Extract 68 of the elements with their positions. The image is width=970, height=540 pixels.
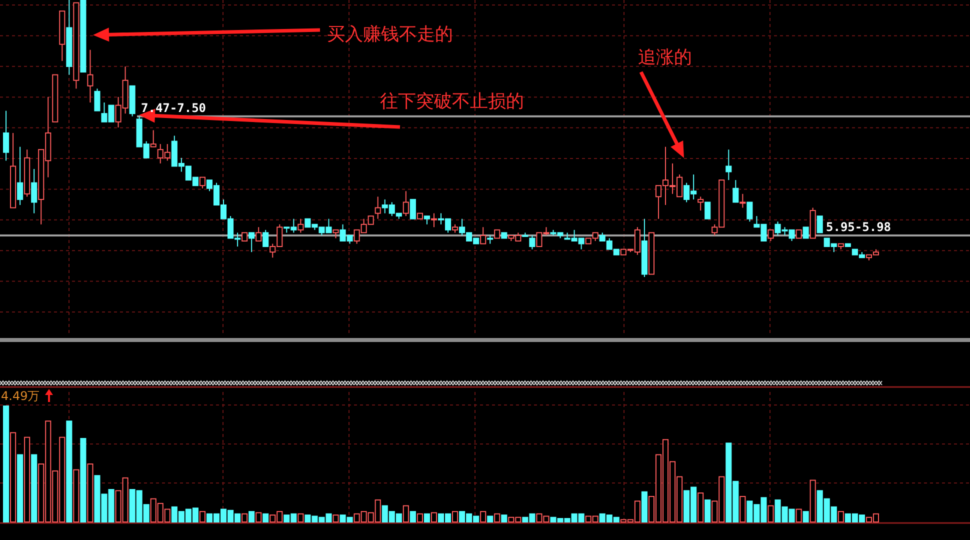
candlestick: [768, 229, 774, 242]
bar: [31, 454, 38, 522]
candlestick: [430, 212, 438, 228]
candlestick: [740, 193, 746, 208]
candlestick: [150, 130, 156, 148]
candlestick: [802, 226, 809, 239]
bar: [740, 496, 746, 522]
candlestick: [3, 110, 10, 162]
bar: [17, 454, 24, 522]
bar: [430, 512, 438, 522]
bar: [298, 513, 304, 522]
bar: [494, 513, 500, 522]
bar: [402, 505, 409, 522]
annotation: 5.95-5.98: [826, 220, 892, 234]
bar: [416, 513, 423, 522]
bar: [10, 432, 16, 522]
text: 4.49万: [1, 389, 40, 403]
candlestick: [698, 196, 704, 212]
candlestick: [410, 198, 416, 220]
bar: [501, 514, 508, 522]
bar: [487, 516, 494, 522]
bar: [332, 514, 339, 522]
bar: [87, 464, 94, 522]
bar: [480, 511, 486, 522]
candlestick: [746, 202, 753, 222]
candlestick: [522, 232, 528, 237]
candlestick: [726, 149, 732, 181]
candlestick: [374, 196, 381, 220]
annotation: 往下突破不止损的: [380, 91, 524, 112]
bar: [424, 513, 430, 522]
bar: [704, 499, 711, 522]
candlestick: [816, 216, 823, 234]
annotation: 7.47-7.50: [141, 101, 206, 115]
candlestick: [262, 229, 269, 248]
bar: [80, 438, 86, 522]
bar: [24, 436, 30, 522]
bar: [452, 511, 458, 522]
bar: [248, 511, 255, 522]
bar: [768, 505, 774, 522]
annotation: 追涨的: [638, 47, 692, 68]
candlestick: [732, 180, 739, 203]
candlestick: [87, 49, 94, 103]
candlestick: [402, 190, 409, 217]
bar: [256, 512, 262, 522]
bar: [810, 480, 816, 522]
candlestick: [256, 226, 262, 242]
candlestick: [248, 232, 255, 253]
candlestick: [529, 234, 536, 250]
candlestick: [17, 146, 24, 206]
candlestick: [94, 88, 100, 112]
bar: [796, 508, 802, 522]
candlestick: [298, 218, 304, 234]
bar: [410, 511, 416, 522]
candlestick: [480, 226, 486, 244]
candlestick: [704, 202, 711, 220]
annotation: 买入赚钱不走的: [327, 24, 453, 45]
bar: [73, 469, 80, 522]
bar: [802, 511, 809, 522]
bar: [242, 513, 248, 522]
candlestick: [199, 176, 206, 189]
bar: [66, 420, 72, 522]
bar: [199, 511, 206, 522]
bar: [838, 511, 844, 522]
candlestick: [31, 168, 38, 214]
bar: [262, 513, 269, 522]
bar: [641, 491, 648, 522]
bar: [3, 406, 10, 522]
bar: [698, 492, 704, 522]
